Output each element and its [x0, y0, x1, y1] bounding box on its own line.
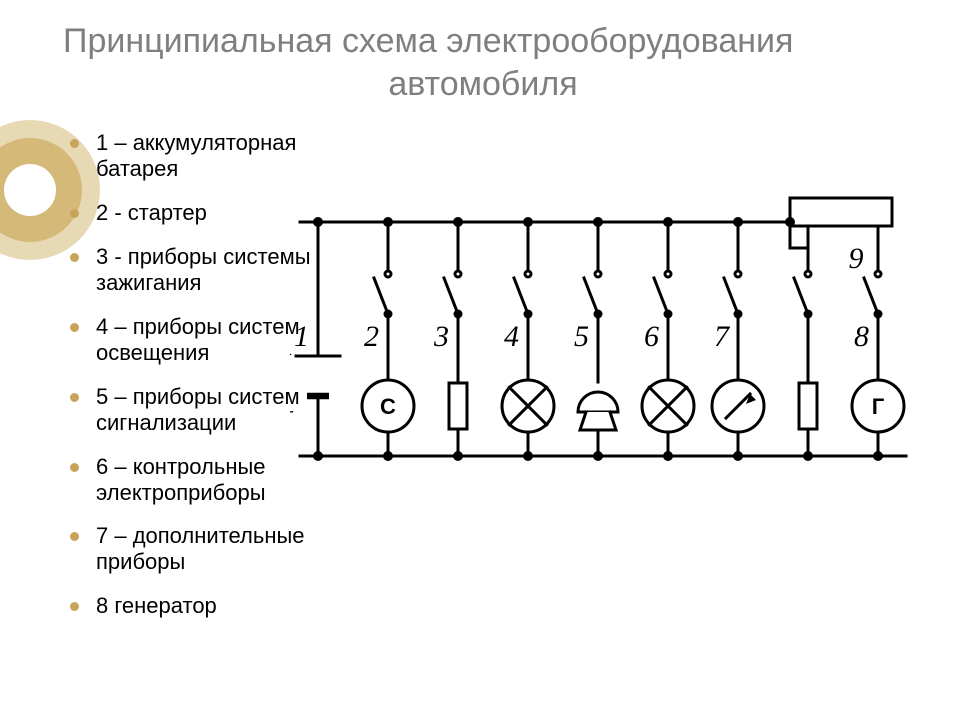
svg-text:Г: Г — [872, 394, 885, 419]
bullet-icon — [70, 393, 79, 402]
svg-text:2: 2 — [364, 320, 379, 353]
svg-text:С: С — [380, 394, 396, 419]
svg-text:4: 4 — [504, 320, 519, 353]
title-line-2: автомобиля — [63, 63, 903, 106]
ring-hole — [4, 164, 56, 216]
bullet-icon — [70, 209, 79, 218]
svg-text:5: 5 — [574, 320, 589, 353]
legend-text: 1 – аккумуляторная батарея — [96, 130, 296, 181]
svg-text:8: 8 — [854, 320, 869, 353]
bullet-icon — [70, 602, 79, 611]
bullet-icon — [70, 139, 79, 148]
svg-text:1: 1 — [294, 320, 309, 353]
page-title: Принципиальная схема электрооборудования… — [63, 20, 903, 105]
legend-item: 7 – дополнительные приборы — [70, 523, 330, 575]
legend-text: 4 – приборы систем освещения — [96, 314, 300, 365]
schematic-diagram: 9 1+ – 2 С 3 4 5 6 7 8 Г — [290, 196, 930, 516]
svg-text:+: + — [290, 342, 292, 367]
legend-text: 7 – дополнительные приборы — [96, 523, 305, 574]
bullet-icon — [70, 253, 79, 262]
svg-text:–: – — [290, 395, 294, 424]
svg-text:3: 3 — [433, 320, 449, 353]
legend-item: 1 – аккумуляторная батарея — [70, 130, 330, 182]
legend-text: 8 генератор — [96, 593, 217, 618]
svg-text:9: 9 — [849, 242, 864, 275]
bullet-icon — [70, 463, 79, 472]
legend-text: 3 - приборы системы зажигания — [96, 244, 311, 295]
legend-text: 5 – приборы систем сигнализации — [96, 384, 300, 435]
svg-text:7: 7 — [714, 320, 731, 353]
bullet-icon — [70, 323, 79, 332]
legend-text: 6 – контрольные электроприборы — [96, 454, 266, 505]
title-line-1: Принципиальная схема электрооборудования — [63, 20, 903, 63]
svg-text:6: 6 — [644, 320, 659, 353]
legend-item: 8 генератор — [70, 593, 330, 619]
bullet-icon — [70, 532, 79, 541]
legend-text: 2 - стартер — [96, 200, 207, 225]
